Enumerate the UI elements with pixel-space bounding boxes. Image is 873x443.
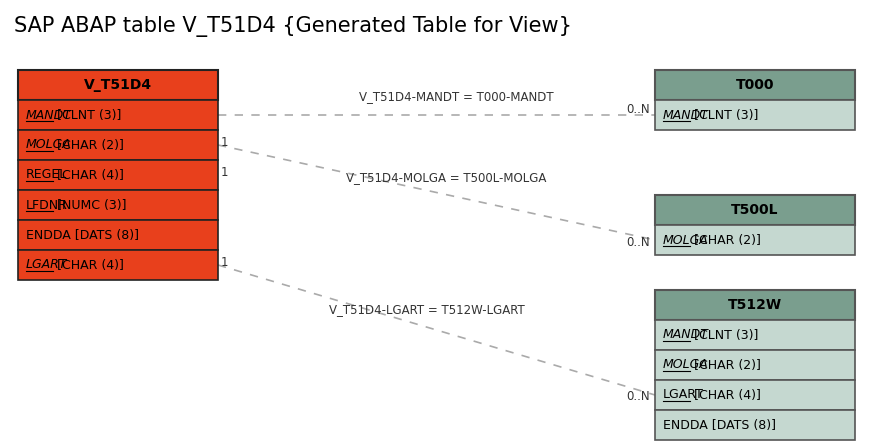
Bar xyxy=(655,70,855,100)
Text: T000: T000 xyxy=(736,78,774,92)
Text: MANDT: MANDT xyxy=(26,109,72,121)
Bar xyxy=(18,250,218,280)
Text: ENDDA [DATS (8)]: ENDDA [DATS (8)] xyxy=(663,419,776,431)
Text: [CHAR (2)]: [CHAR (2)] xyxy=(53,139,124,152)
Bar xyxy=(18,190,218,220)
Text: [CHAR (2)]: [CHAR (2)] xyxy=(690,233,761,246)
Text: MOLGA: MOLGA xyxy=(663,358,709,372)
Text: MANDT: MANDT xyxy=(663,109,709,121)
Text: [CHAR (4)]: [CHAR (4)] xyxy=(690,389,761,401)
Bar xyxy=(655,410,855,440)
Text: REGEL: REGEL xyxy=(26,168,67,182)
Text: 1: 1 xyxy=(221,136,229,148)
Bar xyxy=(18,130,218,160)
Text: T512W: T512W xyxy=(728,298,782,312)
Text: [CHAR (4)]: [CHAR (4)] xyxy=(53,168,124,182)
Text: [CHAR (4)]: [CHAR (4)] xyxy=(53,259,124,272)
Text: 0..N: 0..N xyxy=(626,390,650,404)
Text: V_T51D4: V_T51D4 xyxy=(84,78,152,92)
Text: V_T51D4-MANDT = T000-MANDT: V_T51D4-MANDT = T000-MANDT xyxy=(359,90,553,103)
Text: 0..N: 0..N xyxy=(626,236,650,249)
Bar xyxy=(655,195,855,225)
Text: T500L: T500L xyxy=(732,203,779,217)
Bar xyxy=(655,320,855,350)
Bar xyxy=(655,225,855,255)
Bar xyxy=(18,100,218,130)
Text: [CLNT (3)]: [CLNT (3)] xyxy=(690,329,759,342)
Text: [CLNT (3)]: [CLNT (3)] xyxy=(53,109,121,121)
Text: 1: 1 xyxy=(221,166,229,179)
Text: [CLNT (3)]: [CLNT (3)] xyxy=(690,109,759,121)
Text: ENDDA [DATS (8)]: ENDDA [DATS (8)] xyxy=(26,229,139,241)
Text: [CHAR (2)]: [CHAR (2)] xyxy=(690,358,761,372)
Text: V_T51D4-LGART = T512W-LGART: V_T51D4-LGART = T512W-LGART xyxy=(328,303,525,316)
Bar xyxy=(18,70,218,100)
Text: MOLGA: MOLGA xyxy=(26,139,72,152)
Text: LGART: LGART xyxy=(663,389,704,401)
Bar xyxy=(655,100,855,130)
Text: SAP ABAP table V_T51D4 {Generated Table for View}: SAP ABAP table V_T51D4 {Generated Table … xyxy=(14,16,572,36)
Text: [NUMC (3)]: [NUMC (3)] xyxy=(53,198,127,211)
Text: LFDNR: LFDNR xyxy=(26,198,68,211)
Text: MANDT: MANDT xyxy=(663,329,709,342)
Bar xyxy=(18,220,218,250)
Text: 0..N: 0..N xyxy=(626,102,650,116)
Bar xyxy=(655,350,855,380)
Bar xyxy=(655,380,855,410)
Text: V_T51D4-MOLGA = T500L-MOLGA: V_T51D4-MOLGA = T500L-MOLGA xyxy=(347,171,546,184)
Bar xyxy=(18,160,218,190)
Text: LGART: LGART xyxy=(26,259,67,272)
Text: MOLGA: MOLGA xyxy=(663,233,709,246)
Text: 1: 1 xyxy=(221,256,229,268)
Bar xyxy=(655,290,855,320)
